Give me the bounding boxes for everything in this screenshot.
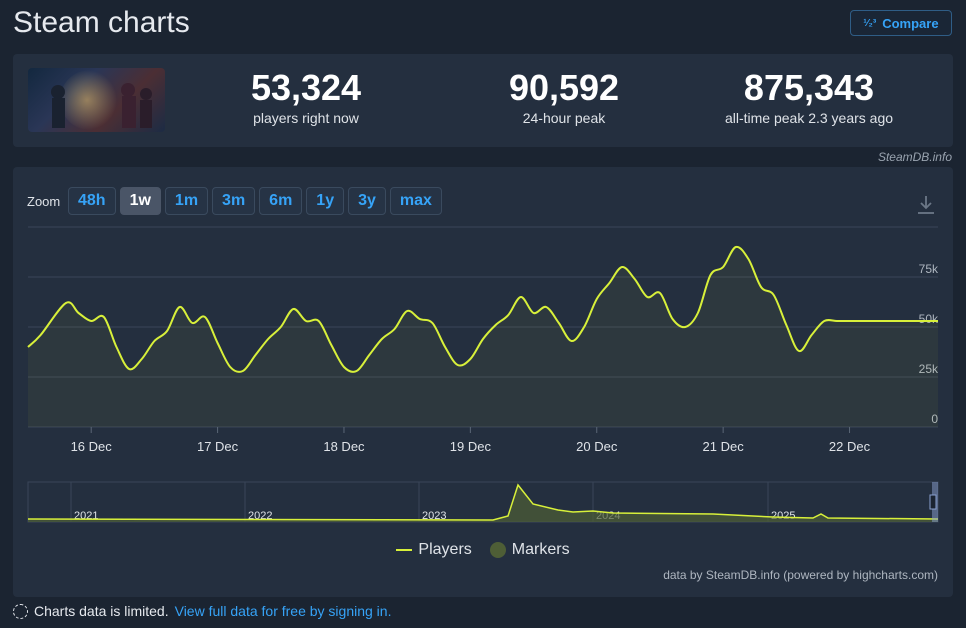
navigator-frame: [27, 481, 939, 523]
y-tick-label: 25k: [919, 362, 939, 376]
legend-markers[interactable]: Markers: [489, 541, 570, 559]
zoom-6m-button[interactable]: 6m: [259, 187, 303, 215]
dashed-circle-icon: [13, 603, 28, 619]
data-limit-notice: Charts data is limited. View full data f…: [13, 603, 391, 619]
compare-icon: ¹⁄₂³: [863, 17, 877, 29]
peak-24h-label: 24-hour peak: [522, 110, 606, 126]
navigator-line: [27, 483, 939, 521]
compare-label: Compare: [882, 15, 939, 31]
x-tick-label: 19 Dec: [450, 439, 492, 454]
all-time-peak-label: all-time peak 2.3 years ago: [724, 110, 894, 126]
y-tick-label: 75k: [919, 262, 939, 276]
navigator-area: [28, 485, 938, 522]
sign-in-link[interactable]: View full data for free by signing in.: [174, 603, 392, 619]
x-tick-label: 20 Dec: [576, 439, 618, 454]
x-tick-label: 22 Dec: [829, 439, 871, 454]
x-tick-label: 16 Dec: [71, 439, 113, 454]
players-now-stat: 53,324 players right now: [191, 67, 421, 127]
steamdb-credit[interactable]: SteamDB.info: [877, 150, 952, 164]
navigator-handle[interactable]: [929, 494, 937, 510]
players-now-value: 53,324: [250, 67, 362, 108]
all-time-peak-stat: 875,343 all-time peak 2.3 years ago: [689, 67, 929, 127]
page-title: Steam charts: [13, 6, 190, 39]
y-tick-label: 0: [931, 412, 938, 426]
players-area: [28, 246, 938, 427]
legend-players-label: Players: [418, 541, 472, 558]
players-now-label: players right now: [253, 110, 359, 126]
navigator-year-label: 2023: [422, 510, 446, 522]
zoom-48h-button[interactable]: 48h: [68, 187, 116, 215]
download-icon[interactable]: [917, 195, 935, 215]
players-line[interactable]: [27, 245, 938, 373]
chart-panel: Zoom 48h 1w 1m 3m 6m 1y 3y max 0 25k 50k 75k 16 Dec…: [13, 167, 953, 597]
legend-markers-label: Markers: [511, 541, 570, 558]
zoom-buttons: 48h 1w 1m 3m 6m 1y 3y max: [68, 187, 442, 215]
navigator-chart[interactable]: 20212022202320242025: [13, 477, 953, 527]
peak-24h-value: 90,592: [508, 67, 620, 108]
peak-24h-stat: 90,592 24-hour peak: [449, 67, 679, 127]
zoom-max-button[interactable]: max: [389, 187, 442, 215]
y-tick-label: 50k: [919, 312, 939, 326]
x-tick-label: 18 Dec: [323, 439, 365, 454]
chart-legend: Players Markers: [13, 541, 953, 559]
stats-panel: 53,324 players right now 90,592 24-hour …: [13, 54, 953, 147]
all-time-peak-value: 875,343: [743, 67, 875, 108]
legend-players-swatch: [396, 549, 413, 551]
chart-credit[interactable]: data by SteamDB.info (powered by highcha…: [663, 568, 938, 582]
game-image[interactable]: [28, 68, 165, 132]
main-chart[interactable]: 0 25k 50k 75k 16 Dec 17 Dec 18 Dec 19 Dec 20 Dec…: [13, 222, 953, 462]
x-tick-label: 17 Dec: [197, 439, 239, 454]
legend-players[interactable]: Players: [396, 541, 472, 559]
notice-text: Charts data is limited.: [34, 603, 169, 619]
zoom-1w-button[interactable]: 1w: [119, 187, 161, 215]
legend-markers-swatch: [489, 542, 506, 558]
x-tick-label: 21 Dec: [703, 439, 745, 454]
zoom-3m-button[interactable]: 3m: [212, 187, 256, 215]
zoom-3y-button[interactable]: 3y: [348, 187, 386, 215]
zoom-1y-button[interactable]: 1y: [306, 187, 345, 215]
compare-button[interactable]: ¹⁄₂³ Compare: [850, 10, 952, 36]
zoom-1m-button[interactable]: 1m: [164, 187, 209, 215]
zoom-label: Zoom: [27, 194, 61, 209]
